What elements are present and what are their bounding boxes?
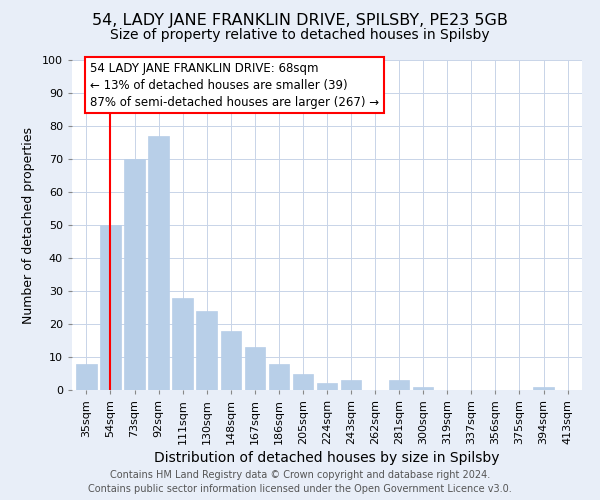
Bar xyxy=(196,311,217,390)
Bar xyxy=(245,347,265,390)
X-axis label: Distribution of detached houses by size in Spilsby: Distribution of detached houses by size … xyxy=(154,451,500,465)
Bar xyxy=(413,386,433,390)
Bar xyxy=(148,136,169,390)
Bar xyxy=(533,386,554,390)
Bar xyxy=(317,384,337,390)
Bar xyxy=(172,298,193,390)
Bar xyxy=(389,380,409,390)
Text: 54 LADY JANE FRANKLIN DRIVE: 68sqm
← 13% of detached houses are smaller (39)
87%: 54 LADY JANE FRANKLIN DRIVE: 68sqm ← 13%… xyxy=(90,62,379,108)
Text: Size of property relative to detached houses in Spilsby: Size of property relative to detached ho… xyxy=(110,28,490,42)
Bar xyxy=(76,364,97,390)
Text: Contains HM Land Registry data © Crown copyright and database right 2024.
Contai: Contains HM Land Registry data © Crown c… xyxy=(88,470,512,494)
Bar xyxy=(269,364,289,390)
Bar xyxy=(100,225,121,390)
Bar xyxy=(221,330,241,390)
Y-axis label: Number of detached properties: Number of detached properties xyxy=(22,126,35,324)
Text: 54, LADY JANE FRANKLIN DRIVE, SPILSBY, PE23 5GB: 54, LADY JANE FRANKLIN DRIVE, SPILSBY, P… xyxy=(92,12,508,28)
Bar xyxy=(124,159,145,390)
Bar xyxy=(341,380,361,390)
Bar xyxy=(293,374,313,390)
